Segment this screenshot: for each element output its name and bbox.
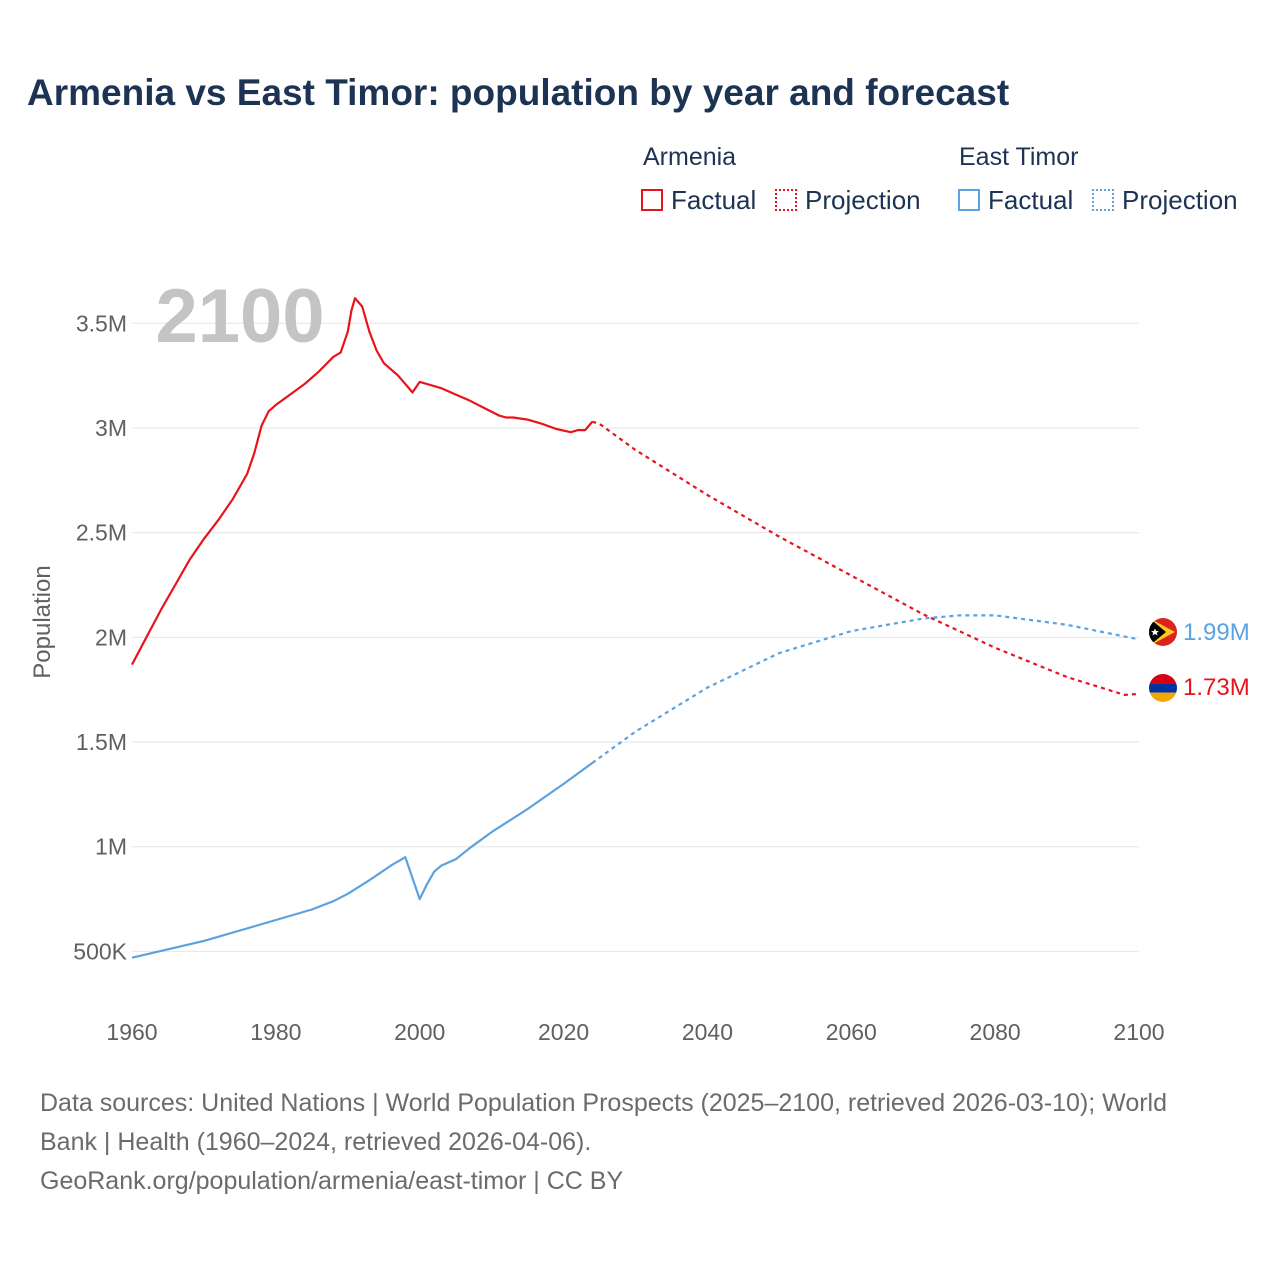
footer: Data sources: United Nations | World Pop… xyxy=(40,1084,1230,1201)
x-axis: 1960 1980 2000 2020 2040 2060 2080 2100 xyxy=(106,1019,1164,1045)
legend-east-timor-factual-label: Factual xyxy=(988,184,1074,215)
legend-east-timor-projection-label: Projection xyxy=(1122,184,1238,215)
legend-armenia-projection[interactable]: Projection xyxy=(775,184,921,216)
armenia-factual-line[interactable] xyxy=(131,297,594,666)
legend-east-timor-factual-swatch xyxy=(958,189,980,211)
legend-armenia-factual-label: Factual xyxy=(671,184,757,215)
x-tick-label: 2060 xyxy=(826,1019,877,1045)
y-tick-label: 1M xyxy=(95,834,127,860)
legend-armenia-projection-label: Projection xyxy=(805,184,921,215)
legend-armenia-factual[interactable]: Factual xyxy=(641,184,756,216)
x-tick-label: 2020 xyxy=(538,1019,589,1045)
gridlines xyxy=(132,322,1139,952)
year-watermark: 2100 xyxy=(155,274,324,359)
y-axis: 500K 1M 1.5M 2M 2.5M 3M 3.5M xyxy=(73,310,127,964)
x-tick-label: 2100 xyxy=(1113,1019,1164,1045)
x-tick-label: 2040 xyxy=(682,1019,733,1045)
legend-group-armenia: Armenia xyxy=(643,143,737,171)
legend-group-east-timor: East Timor xyxy=(959,143,1079,171)
y-tick-label: 2.5M xyxy=(76,520,127,546)
footer-sources: Data sources: United Nations | World Pop… xyxy=(40,1089,1168,1156)
y-tick-label: 1.5M xyxy=(76,729,127,755)
armenia-end-label: 1.73M xyxy=(1183,674,1250,701)
armenia-projection-line[interactable] xyxy=(591,420,1140,697)
legend-east-timor-projection-swatch xyxy=(1092,189,1114,211)
armenia-flag-icon xyxy=(1149,674,1177,702)
x-tick-label: 2000 xyxy=(394,1019,445,1045)
y-axis-label: Population xyxy=(29,565,56,678)
y-tick-label: 3M xyxy=(95,415,127,441)
legend-east-timor-factual[interactable]: Factual xyxy=(958,184,1073,216)
y-tick-label: 500K xyxy=(73,938,127,964)
chart-area: 2100 500K 1M 1.5M 2M 2.5M 3M 3.5M 1960 1980 2000… xyxy=(29,274,1250,1045)
legend-east-timor-projection[interactable]: Projection xyxy=(1092,184,1238,216)
east-timor-projection-line[interactable] xyxy=(591,614,1140,764)
legend-armenia-projection-swatch xyxy=(775,189,797,211)
y-tick-label: 3.5M xyxy=(76,310,127,336)
east-timor-flag-icon xyxy=(1149,618,1177,646)
series-lines xyxy=(131,297,1140,959)
legend-armenia-factual-swatch xyxy=(641,189,663,211)
x-tick-label: 1960 xyxy=(106,1019,157,1045)
x-tick-label: 2080 xyxy=(970,1019,1021,1045)
y-tick-label: 2M xyxy=(95,624,127,650)
footer-credit: GeoRank.org/population/armenia/east-timo… xyxy=(40,1167,624,1195)
east-timor-end-label: 1.99M xyxy=(1183,619,1250,646)
x-tick-label: 1980 xyxy=(250,1019,301,1045)
east-timor-factual-line[interactable] xyxy=(131,762,593,959)
chart-title: Armenia vs East Timor: population by yea… xyxy=(27,72,1010,113)
